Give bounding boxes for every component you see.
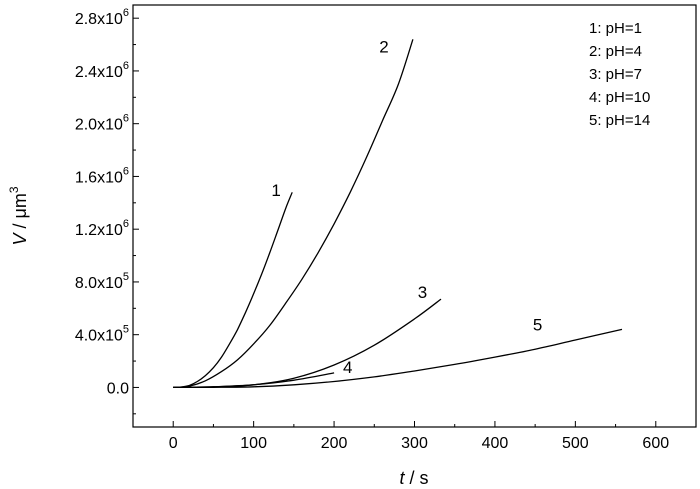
x-tick-label: 0 bbox=[169, 435, 178, 452]
series-lines bbox=[173, 39, 623, 389]
legend-entry: 5: pH=14 bbox=[589, 112, 650, 129]
y-tick-label: 2.0x106 bbox=[75, 113, 129, 134]
y-axis-title: V / μm3 bbox=[7, 186, 30, 245]
x-axis: 0 100 200 300 400 500 600 bbox=[169, 421, 669, 452]
x-tick-label: 600 bbox=[642, 435, 669, 452]
x-tick-label: 300 bbox=[401, 435, 428, 452]
legend-entry: 2: pH=4 bbox=[589, 43, 642, 60]
x-tick-label: 400 bbox=[482, 435, 509, 452]
x-axis-title: t / s bbox=[399, 468, 428, 488]
y-tick-label: 4.0x105 bbox=[75, 324, 129, 345]
y-tick-label: 1.2x106 bbox=[75, 218, 129, 239]
series-line-1 bbox=[173, 192, 293, 389]
series-line-5 bbox=[173, 328, 623, 389]
curve-label-2: 2 bbox=[379, 37, 388, 56]
legend-entry: 1: pH=1 bbox=[589, 20, 642, 37]
series-line-3 bbox=[173, 298, 442, 389]
y-tick-label: 2.4x106 bbox=[75, 60, 129, 81]
y-tick-label: 2.8x106 bbox=[75, 7, 129, 28]
x-tick-label: 200 bbox=[321, 435, 348, 452]
x-tick-label: 100 bbox=[240, 435, 267, 452]
series-line-2 bbox=[173, 39, 414, 389]
x-tick-label: 500 bbox=[562, 435, 589, 452]
y-tick-label: 8.0x105 bbox=[75, 271, 129, 292]
y-tick-label: 1.6x106 bbox=[75, 165, 129, 186]
curve-labels: 1 2 3 4 5 bbox=[271, 37, 542, 376]
curve-label-4: 4 bbox=[343, 358, 352, 377]
legend-entry: 3: pH=7 bbox=[589, 66, 642, 83]
y-tick-label: 0.0 bbox=[107, 380, 129, 397]
series-line-4 bbox=[173, 372, 335, 389]
curve-label-5: 5 bbox=[533, 316, 542, 335]
legend-entry: 4: pH=10 bbox=[589, 89, 650, 106]
curve-label-3: 3 bbox=[418, 283, 427, 302]
y-axis: 0.0 4.0x105 8.0x105 1.2x106 1.6x106 2.0x106 2.… bbox=[75, 7, 139, 415]
legend: 1: pH=1 2: pH=4 3: pH=7 4: pH=10 5: pH=14 bbox=[589, 20, 650, 129]
curve-label-1: 1 bbox=[271, 181, 280, 200]
